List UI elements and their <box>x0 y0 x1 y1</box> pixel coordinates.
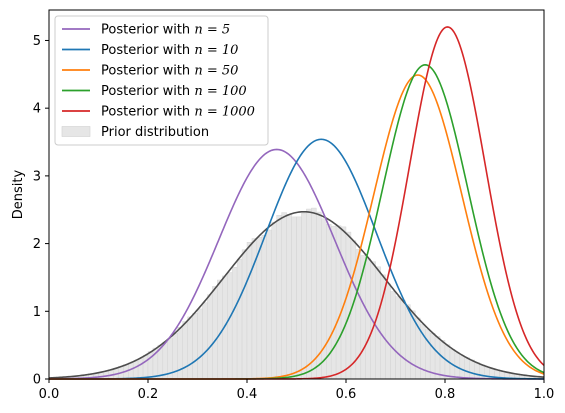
prior-bar <box>236 258 243 380</box>
prior-bar <box>217 279 223 380</box>
prior-bar <box>400 300 406 380</box>
prior-bar <box>207 294 213 380</box>
prior-bar <box>395 296 401 380</box>
legend-entry-prefix: Posterior with <box>101 23 194 38</box>
prior-bar <box>365 258 371 380</box>
legend-swatch-prior <box>61 126 91 137</box>
plot-frame <box>48 9 545 380</box>
prior-bar <box>439 340 446 380</box>
prior-bar <box>296 216 302 380</box>
prior-bar <box>464 357 470 380</box>
prior-bar <box>177 327 183 380</box>
prior-histogram <box>48 207 545 380</box>
legend-entry-math: n = 10 <box>194 43 238 58</box>
prior-bar <box>231 267 238 380</box>
x-tick-label: 0.0 <box>39 387 60 402</box>
prior-bar <box>281 212 287 380</box>
x-tick-label: 0.6 <box>336 387 357 402</box>
y-axis-label: Density <box>11 169 26 219</box>
prior-bar <box>286 214 292 380</box>
prior-bar <box>212 286 218 380</box>
x-tick-label: 1.0 <box>534 387 555 402</box>
y-axis: 0 1 2 3 4 5 <box>33 34 49 388</box>
legend-entry: Posterior with n = 5 <box>101 23 230 38</box>
x-tick-label: 0.2 <box>138 387 159 402</box>
prior-bar <box>261 235 268 380</box>
legend-entry-prefix: Posterior with <box>101 84 194 99</box>
prior-bar <box>276 215 282 380</box>
prior-bar <box>390 291 396 380</box>
prior-bar <box>202 302 208 380</box>
x-axis: 0.0 0.2 0.4 0.6 0.8 1.0 <box>39 379 555 402</box>
y-tick-label: 3 <box>33 169 41 184</box>
prior-bar <box>301 213 307 380</box>
prior-bar <box>182 321 188 380</box>
prior-bar <box>291 216 297 380</box>
prior-density-line-group <box>48 210 545 379</box>
legend-entry-prefix: Posterior with <box>101 64 194 79</box>
x-tick-label: 0.4 <box>237 387 258 402</box>
prior-bar <box>197 308 203 380</box>
prior-bar <box>137 358 144 380</box>
prior-bar <box>271 221 277 380</box>
prior-bar <box>306 208 312 380</box>
legend-box <box>54 15 269 146</box>
legend-entry-math: n = 100 <box>194 84 246 99</box>
prior-bar <box>345 231 352 380</box>
prior-bar <box>474 362 480 380</box>
y-tick-label: 0 <box>33 373 41 388</box>
y-tick-label: 2 <box>33 237 41 252</box>
x-tick-label: 0.8 <box>435 387 456 402</box>
prior-bar <box>311 207 317 380</box>
prior-bar <box>321 218 327 380</box>
legend-entry: Posterior with n = 50 <box>101 64 238 79</box>
prior-bar <box>375 266 381 380</box>
legend-entry-math: n = 1000 <box>194 105 255 120</box>
legend-entry: Posterior with n = 100 <box>101 84 247 99</box>
prior-bar <box>192 312 198 380</box>
prior-bar <box>469 359 475 380</box>
prior-bar <box>142 354 149 380</box>
prior-bar <box>132 360 139 380</box>
legend-entry-math: n = 5 <box>194 23 230 38</box>
legend-entry: Posterior with n = 10 <box>101 43 238 58</box>
prior-bar <box>256 237 263 380</box>
legend-entry-math: n = 50 <box>194 64 238 79</box>
legend-entry-prior: Prior distribution <box>101 125 209 140</box>
prior-bar <box>246 242 253 380</box>
prior-bar <box>266 229 272 380</box>
legend-entry: Posterior with n = 1000 <box>101 105 255 120</box>
prior-bar <box>405 304 411 380</box>
prior-bar <box>479 364 485 380</box>
prior-bar <box>241 249 248 380</box>
prior-bar <box>330 225 337 380</box>
legend-entry-prefix: Posterior with <box>101 105 194 120</box>
y-tick-label: 1 <box>33 305 41 320</box>
legend-entry-prefix: Posterior with <box>101 43 194 58</box>
y-tick-label: 5 <box>33 34 41 49</box>
prior-bar <box>459 355 466 380</box>
prior-density-line <box>48 210 545 379</box>
y-tick-label: 4 <box>33 102 41 117</box>
prior-bar <box>226 272 233 380</box>
prior-bar <box>385 283 391 380</box>
prior-bar <box>434 336 441 380</box>
prior-bar <box>187 316 193 380</box>
